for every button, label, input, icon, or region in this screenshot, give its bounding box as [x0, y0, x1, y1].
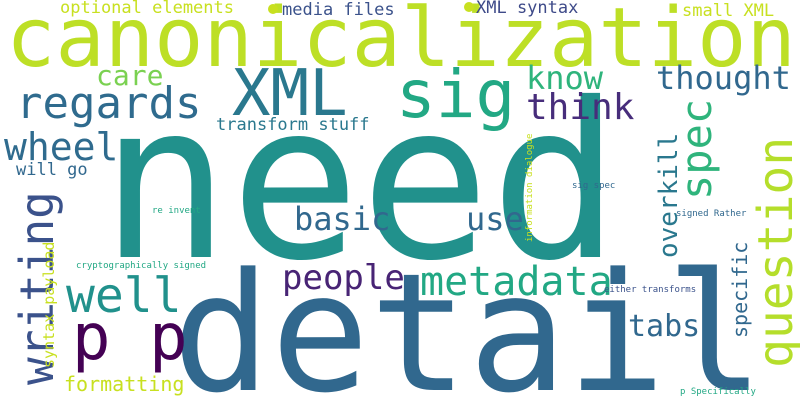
word-know: know — [526, 59, 604, 97]
word-care: care — [96, 59, 164, 92]
word-p-specifically: p Specifically — [680, 387, 756, 397]
word-regards: regards — [16, 78, 202, 129]
word-think: think — [526, 87, 635, 128]
word-will-go: will go — [16, 160, 88, 180]
word-xml-syntax: XML syntax — [476, 0, 579, 18]
word-xml: XML — [232, 57, 348, 131]
word-cryptographically-signed: cryptographically signed — [76, 261, 207, 271]
word-small-xml: small XML — [682, 1, 775, 21]
word-wheel: wheel — [4, 125, 119, 169]
word-p-p: p p — [72, 301, 188, 375]
word-information-dialogue: information dialogue — [525, 133, 535, 242]
word-tabs: tabs — [628, 309, 701, 344]
word-use: use — [466, 200, 524, 238]
word-transform-stuff: transform stuff — [216, 115, 370, 135]
word-metadata: metadata — [420, 259, 613, 305]
word-basic: basic — [294, 200, 391, 238]
word-well: well — [66, 268, 182, 324]
word-canonicalization: canonicalization — [6, 0, 796, 86]
word-detail: detail — [172, 238, 765, 400]
word-overkill: overkill — [654, 132, 684, 258]
dot-marker-2 — [464, 2, 474, 12]
word-specific: specific — [728, 241, 752, 338]
word-formatting: formatting — [64, 372, 185, 396]
word-media-files: media files — [282, 0, 395, 20]
word-question: question — [748, 136, 800, 368]
word-re-invent: re invent — [152, 206, 201, 216]
word-optional-elements: optional elements — [60, 0, 234, 18]
word-either-transforms: either transforms — [604, 285, 697, 295]
word-sig-spec: sig spec — [572, 181, 616, 191]
word-sig: sig — [396, 56, 516, 133]
word-syntax-payload: syntax payload — [40, 241, 58, 368]
word-thought: thought — [656, 59, 791, 97]
dot-marker-1 — [268, 4, 278, 14]
word-people: people — [282, 258, 405, 298]
word-signed-rather: signed Rather — [676, 209, 747, 219]
word-need: need — [100, 57, 621, 308]
